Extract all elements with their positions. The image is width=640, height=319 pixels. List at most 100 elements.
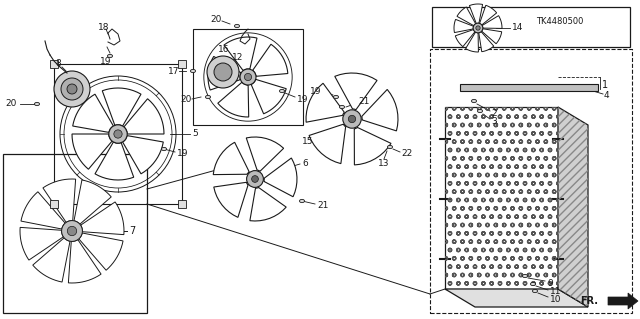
Polygon shape [20, 227, 63, 260]
Polygon shape [445, 289, 588, 307]
Polygon shape [335, 73, 377, 110]
Text: 4: 4 [604, 92, 610, 100]
Circle shape [476, 26, 480, 30]
Circle shape [54, 71, 90, 107]
Text: 12: 12 [232, 53, 243, 62]
Ellipse shape [280, 89, 285, 93]
Polygon shape [482, 16, 502, 28]
Polygon shape [79, 233, 123, 270]
Polygon shape [306, 83, 344, 122]
Polygon shape [102, 88, 141, 126]
Polygon shape [479, 5, 497, 25]
Polygon shape [469, 4, 483, 24]
Circle shape [67, 226, 77, 236]
Text: 17: 17 [168, 66, 179, 76]
Text: 2: 2 [491, 108, 497, 117]
Text: FR.: FR. [580, 296, 598, 306]
Polygon shape [68, 240, 101, 283]
Text: 6: 6 [302, 160, 308, 168]
Ellipse shape [191, 69, 195, 73]
Polygon shape [72, 134, 112, 169]
Ellipse shape [161, 147, 166, 151]
Ellipse shape [522, 274, 527, 278]
Polygon shape [218, 82, 249, 117]
Circle shape [252, 176, 259, 182]
Ellipse shape [532, 289, 538, 293]
Polygon shape [208, 56, 241, 90]
Bar [430, 49, 632, 313]
Bar [50, 60, 58, 68]
Ellipse shape [531, 282, 536, 286]
Polygon shape [455, 30, 475, 47]
Polygon shape [33, 238, 70, 282]
Text: 9: 9 [547, 278, 553, 287]
Polygon shape [224, 37, 257, 70]
Ellipse shape [333, 95, 339, 99]
Ellipse shape [35, 102, 40, 106]
Circle shape [214, 63, 232, 81]
Polygon shape [74, 180, 111, 224]
Circle shape [473, 23, 483, 33]
Text: 13: 13 [378, 160, 390, 168]
Polygon shape [250, 188, 286, 221]
Text: 20: 20 [180, 95, 191, 105]
Text: 21: 21 [317, 202, 328, 211]
Polygon shape [214, 182, 248, 217]
Circle shape [114, 130, 122, 138]
Polygon shape [558, 107, 588, 307]
Polygon shape [466, 32, 479, 52]
Text: 21: 21 [358, 97, 369, 106]
Circle shape [67, 84, 77, 94]
Circle shape [343, 110, 361, 128]
Bar [178, 200, 186, 208]
Bar [432, 7, 630, 47]
Polygon shape [309, 124, 346, 164]
Polygon shape [95, 142, 134, 180]
Ellipse shape [339, 105, 344, 109]
Bar [193, 29, 303, 125]
Circle shape [61, 221, 83, 241]
Ellipse shape [108, 54, 113, 58]
Text: 19: 19 [297, 94, 308, 103]
Polygon shape [264, 158, 297, 197]
Polygon shape [73, 94, 113, 132]
Polygon shape [482, 29, 502, 44]
Ellipse shape [477, 109, 483, 113]
Polygon shape [253, 44, 288, 76]
Text: 5: 5 [192, 130, 198, 138]
Bar [178, 60, 186, 68]
Polygon shape [355, 128, 391, 165]
Polygon shape [251, 79, 286, 114]
Text: 14: 14 [512, 24, 524, 33]
Text: 11: 11 [550, 286, 561, 295]
Bar [445, 107, 558, 289]
Text: 19: 19 [310, 86, 321, 95]
Polygon shape [479, 32, 493, 52]
Text: 20: 20 [5, 100, 17, 108]
Polygon shape [213, 142, 249, 174]
Circle shape [246, 171, 264, 187]
Ellipse shape [234, 24, 239, 28]
Circle shape [240, 69, 256, 85]
Circle shape [348, 115, 356, 123]
Polygon shape [362, 89, 398, 131]
Circle shape [207, 56, 239, 88]
Circle shape [244, 73, 252, 81]
Polygon shape [445, 107, 558, 289]
Ellipse shape [387, 145, 392, 149]
Polygon shape [21, 192, 65, 229]
Bar [50, 200, 58, 208]
Bar [3, 154, 147, 313]
Text: 7: 7 [129, 226, 135, 236]
Bar [54, 64, 182, 204]
Polygon shape [43, 179, 76, 222]
Text: TK4480500: TK4480500 [536, 17, 584, 26]
Text: 15: 15 [302, 137, 314, 145]
Polygon shape [246, 137, 284, 171]
Text: 8: 8 [55, 60, 61, 69]
Text: 3: 3 [491, 116, 497, 125]
Text: 16: 16 [218, 44, 230, 54]
Text: 19: 19 [100, 56, 111, 65]
Text: 10: 10 [550, 294, 561, 303]
Polygon shape [454, 19, 474, 33]
